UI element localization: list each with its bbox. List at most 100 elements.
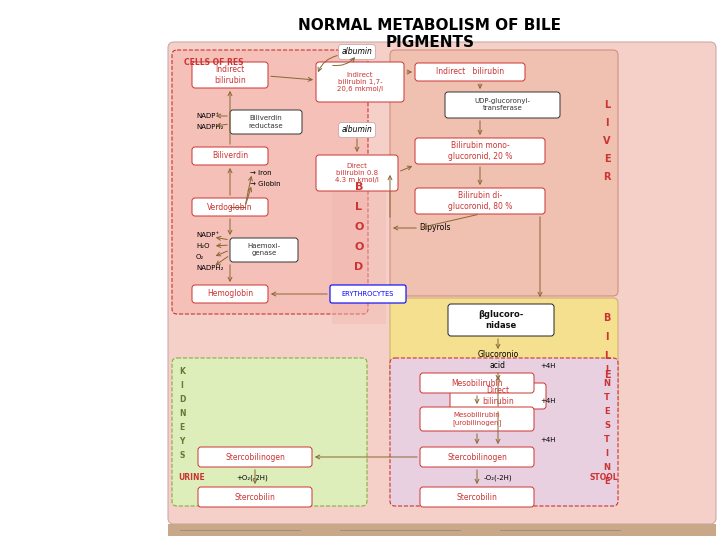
Text: Direct
bilirubin: Direct bilirubin	[482, 386, 514, 406]
FancyBboxPatch shape	[316, 155, 398, 191]
Text: N: N	[179, 409, 185, 418]
FancyBboxPatch shape	[172, 358, 367, 506]
Text: Y: Y	[179, 437, 185, 447]
FancyBboxPatch shape	[230, 110, 302, 134]
Text: Biliverdin
reductase: Biliverdin reductase	[248, 116, 283, 129]
Text: E: E	[604, 477, 610, 487]
Text: D: D	[354, 262, 364, 272]
Text: Haemoxi-
genase: Haemoxi- genase	[248, 244, 281, 256]
Text: ERYTHROCYTES: ERYTHROCYTES	[342, 291, 394, 297]
Text: I: I	[606, 118, 608, 128]
Text: Indirect
bilirubin: Indirect bilirubin	[214, 65, 246, 85]
Text: T: T	[604, 394, 610, 402]
Text: I: I	[606, 366, 608, 375]
FancyBboxPatch shape	[198, 447, 312, 467]
Text: I: I	[606, 332, 608, 342]
FancyBboxPatch shape	[316, 62, 404, 102]
FancyBboxPatch shape	[420, 373, 534, 393]
FancyBboxPatch shape	[168, 524, 716, 536]
FancyBboxPatch shape	[420, 447, 534, 467]
FancyBboxPatch shape	[420, 487, 534, 507]
Text: albumin: albumin	[341, 125, 372, 134]
FancyBboxPatch shape	[390, 50, 618, 296]
Text: B: B	[603, 313, 611, 323]
FancyBboxPatch shape	[415, 188, 545, 214]
Text: Stercobilin: Stercobilin	[456, 492, 498, 502]
FancyBboxPatch shape	[448, 304, 554, 336]
Text: Stercobilinogen: Stercobilinogen	[447, 453, 507, 462]
Text: → Iron: → Iron	[250, 170, 271, 176]
Text: albumin: albumin	[341, 48, 372, 57]
Text: STOOL: STOOL	[590, 474, 618, 483]
Text: N: N	[603, 380, 611, 388]
FancyBboxPatch shape	[192, 62, 268, 88]
Text: V: V	[603, 136, 611, 146]
Text: Bilirubin di-
glucoronid, 80 %: Bilirubin di- glucoronid, 80 %	[448, 191, 512, 211]
Text: +O₂(-2H): +O₂(-2H)	[236, 475, 268, 481]
Text: T: T	[604, 435, 610, 444]
Text: NADP⁺: NADP⁺	[196, 232, 219, 238]
Text: CELLS OF RES: CELLS OF RES	[184, 58, 243, 67]
Text: N: N	[603, 463, 611, 472]
Text: L: L	[604, 100, 610, 110]
Text: I: I	[181, 381, 184, 390]
Text: Bilirubin mono-
glucoronid, 20 %: Bilirubin mono- glucoronid, 20 %	[448, 141, 512, 161]
Text: +4H: +4H	[540, 363, 556, 369]
FancyBboxPatch shape	[230, 238, 298, 262]
FancyBboxPatch shape	[445, 92, 560, 118]
FancyBboxPatch shape	[415, 138, 545, 164]
Text: I: I	[606, 449, 608, 458]
Text: NADP⁺: NADP⁺	[196, 113, 219, 119]
FancyBboxPatch shape	[450, 383, 546, 409]
FancyBboxPatch shape	[198, 487, 312, 507]
Text: D: D	[179, 395, 185, 404]
Text: R: R	[603, 172, 611, 182]
Text: Indirect
bilirubin 1,7-
20,6 mkmol/l: Indirect bilirubin 1,7- 20,6 mkmol/l	[337, 72, 383, 92]
Text: Indirect   bilirubin: Indirect bilirubin	[436, 68, 504, 77]
FancyBboxPatch shape	[420, 407, 534, 431]
Text: K: K	[179, 368, 185, 376]
Text: S: S	[604, 422, 610, 430]
Text: URINE: URINE	[178, 474, 204, 483]
Text: B: B	[355, 182, 363, 192]
Text: +4H: +4H	[540, 437, 556, 443]
Text: E: E	[603, 154, 611, 164]
Text: Verdoglobin: Verdoglobin	[207, 202, 253, 212]
Text: βglucoro-
nidase: βglucoro- nidase	[478, 310, 523, 330]
FancyBboxPatch shape	[192, 147, 268, 165]
Text: Biliverdin: Biliverdin	[212, 152, 248, 160]
Text: Mesobilirubin
[urobilinogen]: Mesobilirubin [urobilinogen]	[452, 412, 502, 426]
Text: NADPH₂: NADPH₂	[196, 265, 223, 271]
Text: Mesobilirubin: Mesobilirubin	[451, 379, 503, 388]
FancyBboxPatch shape	[330, 285, 406, 303]
Text: O: O	[354, 222, 364, 232]
FancyBboxPatch shape	[192, 285, 268, 303]
Text: E: E	[603, 370, 611, 380]
Text: E: E	[179, 423, 184, 433]
Text: Stercobilinogen: Stercobilinogen	[225, 453, 285, 462]
Text: Hemoglobin: Hemoglobin	[207, 289, 253, 299]
Text: Stercobilin: Stercobilin	[235, 492, 276, 502]
Text: H₂O: H₂O	[196, 243, 210, 249]
Text: → Globin: → Globin	[250, 181, 281, 187]
Text: L: L	[356, 202, 362, 212]
FancyBboxPatch shape	[332, 162, 386, 324]
Text: E: E	[604, 408, 610, 416]
FancyBboxPatch shape	[390, 298, 618, 416]
FancyBboxPatch shape	[415, 63, 525, 81]
Text: NADPH₂: NADPH₂	[196, 124, 223, 130]
Text: UDP-glucoronyl-
transferase: UDP-glucoronyl- transferase	[474, 98, 531, 111]
Text: Dipyrols: Dipyrols	[419, 224, 451, 233]
Text: NORMAL METABOLISM OF BILE
PIGMENTS: NORMAL METABOLISM OF BILE PIGMENTS	[299, 18, 562, 50]
Text: -O₂(-2H): -O₂(-2H)	[484, 475, 513, 481]
Text: O: O	[354, 242, 364, 252]
Text: +4H: +4H	[540, 398, 556, 404]
Text: Direct
bilirubin 0.8
4.3 m kmol/l: Direct bilirubin 0.8 4.3 m kmol/l	[335, 163, 379, 183]
Text: Glucoronio
acid: Glucoronio acid	[477, 350, 518, 370]
FancyBboxPatch shape	[172, 50, 368, 314]
FancyBboxPatch shape	[192, 198, 268, 216]
FancyBboxPatch shape	[168, 42, 716, 524]
Text: S: S	[179, 451, 185, 461]
Text: O₂: O₂	[196, 254, 204, 260]
Text: L: L	[604, 351, 610, 361]
